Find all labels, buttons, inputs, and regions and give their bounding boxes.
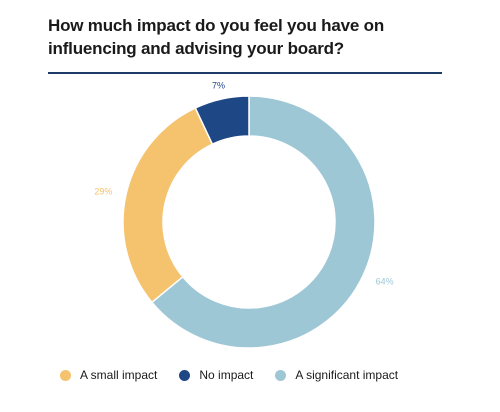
title-divider — [48, 72, 442, 74]
data-label-small-impact: 29% — [94, 186, 112, 196]
legend-label: A significant impact — [295, 368, 399, 382]
data-label-no-impact: 7% — [212, 80, 225, 90]
chart-title: How much impact do you feel you have on … — [48, 16, 385, 58]
legend-item-small-impact: A small impact — [60, 368, 157, 382]
legend-swatch — [60, 369, 71, 381]
donut-slice-significant-impact — [150, 95, 376, 349]
legend-item-no-impact: No impact — [179, 368, 253, 382]
donut-slice-small-impact — [122, 106, 214, 304]
donut-slice-no-impact — [194, 95, 250, 146]
legend-swatch — [275, 369, 287, 381]
legend-item-significant-impact: A significant impact — [275, 368, 398, 382]
data-label-significant-impact: 64% — [376, 277, 394, 287]
legend-label: No impact — [199, 368, 254, 382]
legend-label: A small impact — [80, 368, 158, 382]
chart-legend: A small impact No impact A significant i… — [60, 368, 420, 382]
legend-swatch — [179, 369, 191, 381]
